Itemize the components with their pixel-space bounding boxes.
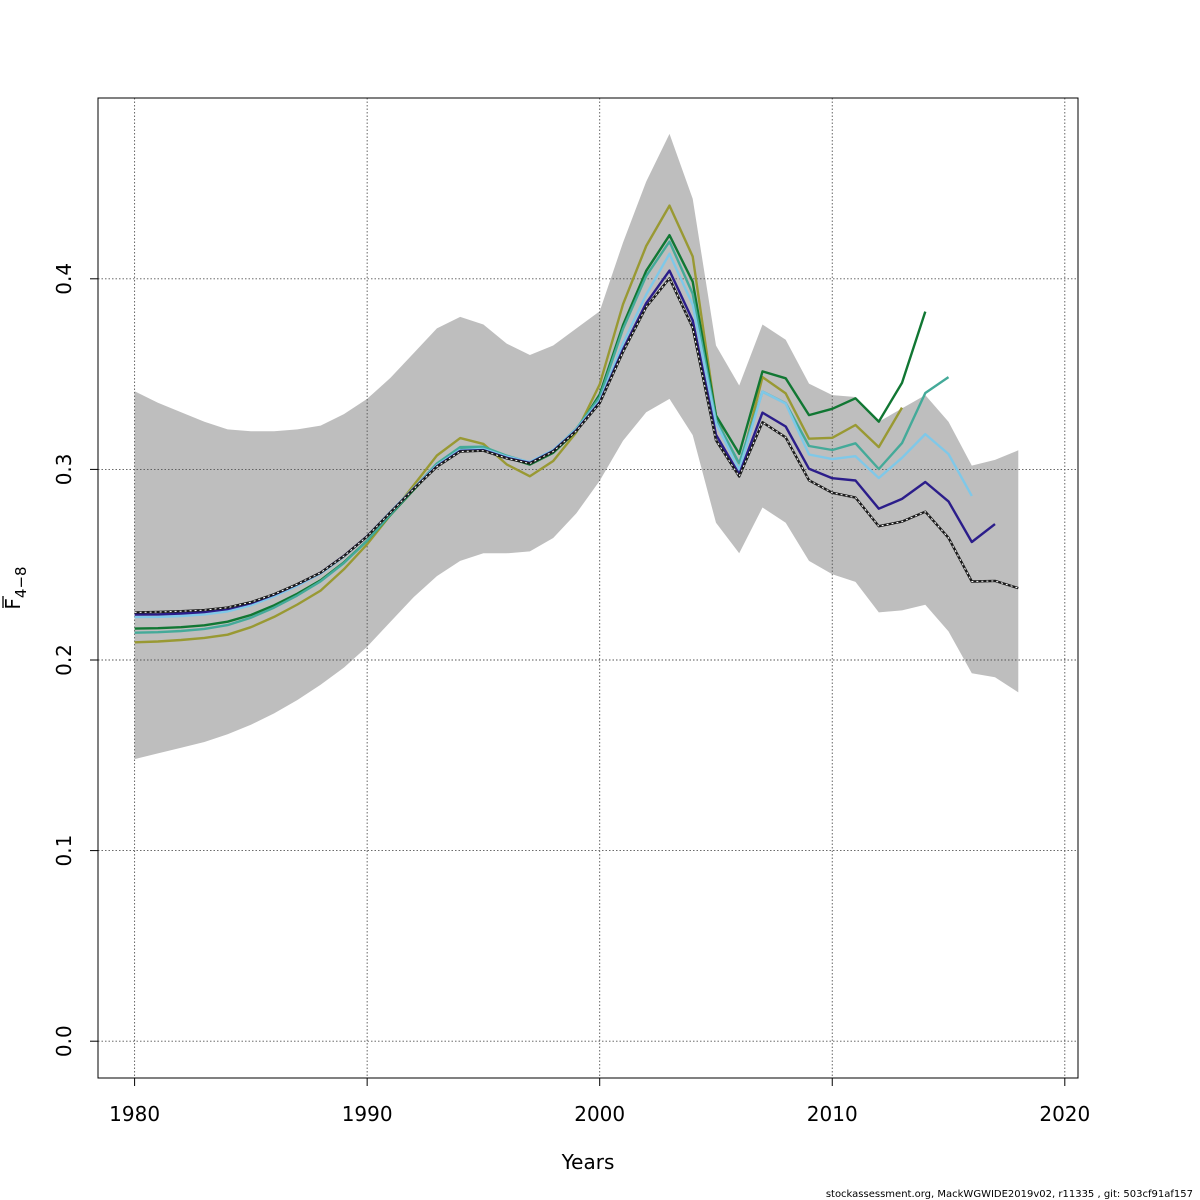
y-tick-label: 0.0	[52, 1025, 76, 1057]
grid-horizontal	[98, 278, 1078, 1042]
y-tick-label: 0.3	[52, 453, 76, 485]
x-axis-title: Years	[561, 1150, 615, 1174]
plot-frame	[97, 97, 1079, 1079]
y-axis: 0.0 0.1 0.2 0.3 0.4	[52, 263, 98, 1057]
x-tick-label: 2020	[1039, 1102, 1090, 1126]
x-tick-label: 2010	[807, 1102, 858, 1126]
series-line-2013	[134, 204, 904, 644]
y-axis-title-main: F	[1, 598, 25, 610]
series-layer	[134, 204, 1019, 644]
x-tick-label: 2000	[574, 1102, 625, 1126]
y-axis-title: F4−8	[1, 566, 30, 609]
series-line-2018-dashes	[134, 277, 1019, 613]
y-tick-label: 0.2	[52, 644, 76, 676]
grid-vertical	[134, 98, 1066, 1078]
x-axis: 1980 1990 2000 2010 2020	[109, 1078, 1090, 1126]
x-tick-label: 1980	[109, 1102, 160, 1126]
footer-text: stockassessment.org, MackWGWIDE2019v02, …	[826, 1189, 1193, 1200]
x-tick-label: 1990	[342, 1102, 393, 1126]
y-tick-label: 0.4	[52, 263, 76, 295]
confidence-band	[134, 133, 1019, 760]
svg-text:F4−8: F4−8	[1, 566, 30, 609]
y-axis-title-subscript: 4−8	[12, 566, 30, 598]
y-tick-label: 0.1	[52, 835, 76, 867]
